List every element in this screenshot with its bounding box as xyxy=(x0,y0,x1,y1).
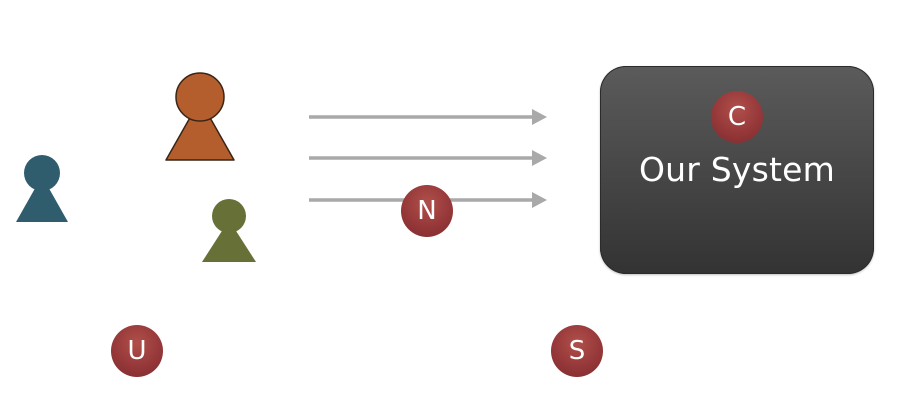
badge-s: S xyxy=(551,325,603,377)
arrow-1 xyxy=(309,109,547,125)
person-icon-orange xyxy=(165,72,235,161)
system-title: Our System xyxy=(638,150,835,189)
badge-c: C xyxy=(711,91,763,143)
person-icon-teal xyxy=(16,155,68,222)
person-icon-olive xyxy=(202,199,256,262)
badge-u: U xyxy=(111,325,163,377)
arrow-2 xyxy=(309,150,547,166)
badge-n: N xyxy=(401,185,453,237)
